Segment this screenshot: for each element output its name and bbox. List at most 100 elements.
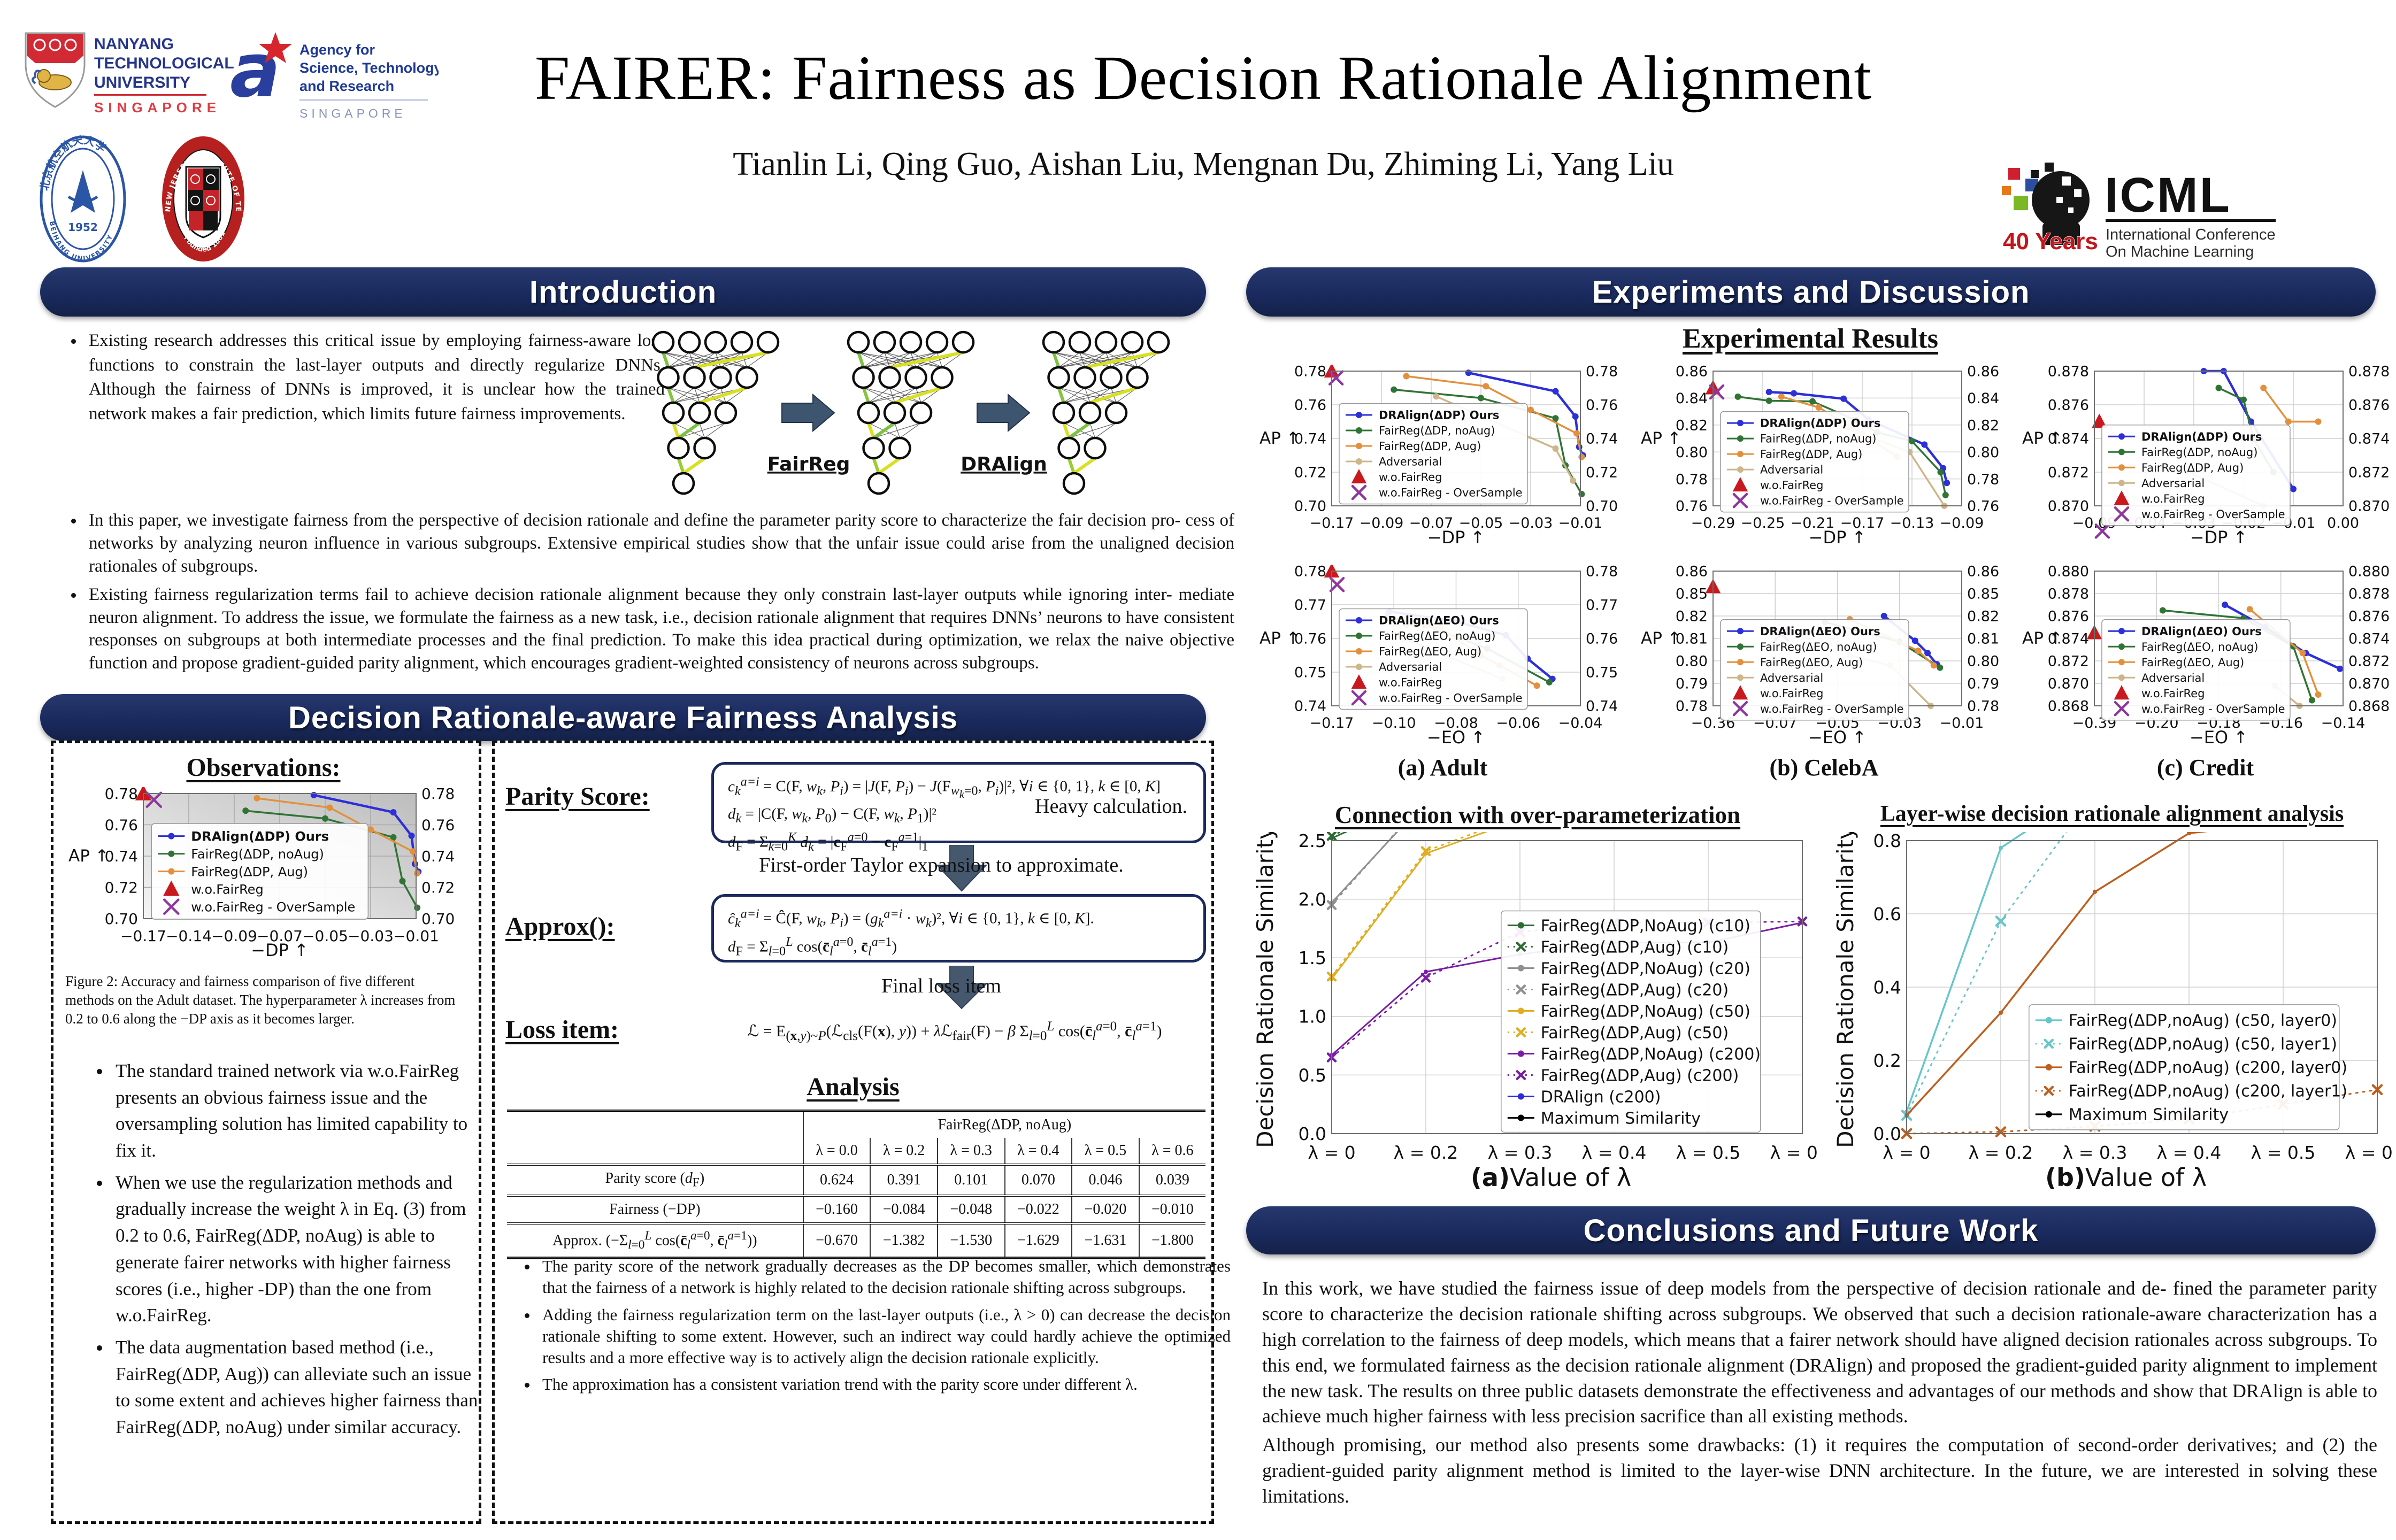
svg-text:0.6: 0.6 [1873,904,1901,925]
layerwise-title: Layer-wise decision rationale alignment … [1880,802,2344,826]
svg-text:0.81: 0.81 [1967,631,1999,648]
svg-text:w.o.FairReg - OverSample: w.o.FairReg - OverSample [191,899,355,914]
svg-text:DRAlign(ΔDP) Ours: DRAlign(ΔDP) Ours [1379,409,1499,422]
svg-text:−0.17: −0.17 [120,927,166,945]
svg-text:(a)Value of λ: (a)Value of λ [1471,1163,1631,1192]
svg-text:0.872: 0.872 [2048,465,2089,481]
svg-text:FairReg(ΔDP,NoAug) (c10): FairReg(ΔDP,NoAug) (c10) [1541,917,1750,935]
svg-text:0.76: 0.76 [105,817,138,834]
svg-text:AP ↑: AP ↑ [1260,629,1300,648]
svg-text:FairReg(ΔDP,noAug) (c50, layer: FairReg(ΔDP,noAug) (c50, layer1) [2069,1035,2337,1054]
down-arrow-icon [935,966,988,1010]
svg-text:λ = 0.3: λ = 0.3 [1488,1142,1553,1163]
ntu-name-2: TECHNOLOGICAL [94,55,234,72]
svg-text:FairReg(ΔDP, Aug): FairReg(ΔDP, Aug) [1379,440,1481,453]
beihang-logo: 北京航空航天大学 1952 BEIHANG UNIVERSITY [37,133,126,263]
svg-text:−DP ↑: −DP ↑ [1809,527,1867,548]
svg-text:0.868: 0.868 [2048,698,2089,715]
approx-formulas: ĉka=i = Ĉ(F, wk, Pi) = (gka=i · wk)², ∀i… [728,904,1189,960]
svg-text:Adversarial: Adversarial [2141,477,2205,490]
svg-text:FairReg(ΔDP, noAug): FairReg(ΔDP, noAug) [1379,425,1495,437]
svg-text:0.72: 0.72 [421,879,455,897]
svg-text:λ = 0.5: λ = 0.5 [1676,1142,1741,1163]
svg-text:0.872: 0.872 [2348,653,2390,670]
svg-text:−0.10: −0.10 [1372,715,1416,732]
svg-text:0.870: 0.870 [2348,498,2390,515]
svg-text:0.78: 0.78 [421,787,455,803]
taylor-note: First-order Taylor expansion to approxim… [759,854,1124,876]
svg-text:FairReg(ΔEO, Aug): FairReg(ΔEO, Aug) [1379,645,1481,658]
svg-text:0.72: 0.72 [1586,465,1618,481]
svg-text:0.80: 0.80 [1676,653,1708,670]
svg-text:AP ↑: AP ↑ [1641,629,1681,648]
chart-credit-dp: −0.09−0.04−0.03−0.02−0.010.000.8700.8700… [2017,364,2394,553]
svg-text:AP ↑: AP ↑ [68,846,109,866]
svg-text:0.86: 0.86 [1676,565,1708,580]
svg-text:AP ↑: AP ↑ [2022,429,2063,448]
svg-text:FairReg(ΔDP,NoAug) (c50): FairReg(ΔDP,NoAug) (c50) [1541,1002,1750,1021]
chart-celeba-eo: −0.36 −0.07 −0.05 −0.03 −0.01 0.78 0.78 0.79 0.7… [1635,564,2013,753]
svg-text:0.8: 0.8 [1873,832,1901,851]
svg-text:0.84: 0.84 [1676,390,1708,407]
icml-logo: 40 Years ICML International Conference O… [2002,163,2276,260]
overparam-title: Connection with over-parameterization [1334,802,1741,828]
ntu-country: SINGAPORE [94,99,221,116]
svg-text:0.0: 0.0 [1299,1123,1326,1144]
analysis-table: FairReg(ΔDP, noAug) λ = 0.0 λ = 0.2 λ = 0.3… [507,1110,1205,1259]
svg-text:w.o.FairReg - OverSample: w.o.FairReg - OverSample [1760,495,1904,507]
svg-text:−0.06: −0.06 [1496,715,1540,732]
section-bar-conclusions: Conclusions and Future Work [1246,1206,2376,1254]
svg-text:0.77: 0.77 [1294,597,1326,614]
svg-text:FairReg(ΔEO, Aug): FairReg(ΔEO, Aug) [2141,656,2244,669]
astar-logo: a Agency for Science, Technology and Res… [230,27,439,120]
chart-adult-dp: −0.17 −0.09 −0.07 −0.05 −0.03 −0.01 0.70 0.70 0.… [1254,363,1631,553]
fairreg-label: FairReg [767,453,850,475]
svg-text:−0.25: −0.25 [1741,515,1785,532]
svg-text:−0.14: −0.14 [2321,715,2366,732]
svg-text:0.77: 0.77 [1586,597,1618,614]
icml-years: 40 Years [2003,228,2098,255]
svg-text:−0.13: −0.13 [1890,515,1934,532]
svg-text:0.74: 0.74 [105,848,138,865]
svg-text:0.872: 0.872 [2348,465,2390,481]
svg-text:0.74: 0.74 [1586,698,1618,715]
svg-text:0.82: 0.82 [1676,418,1708,434]
svg-text:λ = 0.2: λ = 0.2 [1969,1142,2033,1163]
svg-text:−EO ↑: −EO ↑ [2190,727,2248,748]
svg-text:0.78: 0.78 [1586,365,1618,380]
svg-text:FairReg(ΔEO, noAug): FairReg(ΔEO, noAug) [1760,641,1877,653]
svg-text:0.74: 0.74 [1294,431,1326,448]
svg-text:0.872: 0.872 [2048,653,2089,670]
chart-celeba-dp: −0.29 −0.25 −0.21 −0.17 −0.13 −0.09 0.76 0.76 0.… [1635,364,2013,553]
svg-text:0.80: 0.80 [1676,444,1708,461]
svg-text:0.70: 0.70 [1586,498,1618,515]
svg-text:0.76: 0.76 [1967,498,1999,515]
svg-text:w.o.FairReg: w.o.FairReg [191,882,263,897]
svg-text:0.4: 0.4 [1873,977,1901,998]
svg-text:λ = 0.4: λ = 0.4 [1582,1142,1647,1163]
svg-text:0.74: 0.74 [421,848,455,865]
svg-text:0.868: 0.868 [2348,698,2390,715]
svg-text:On Machine Learning: On Machine Learning [2106,243,2254,260]
approx-formula-box: ĉka=i = Ĉ(F, wk, Pi) = (gka=i · wk)², ∀i… [711,894,1206,962]
svg-text:Decision Rationale Similarity: Decision Rationale Similarity [1832,832,1859,1148]
page-title: FAIRER: Fairness as Decision Rationale A… [534,43,1872,113]
svg-text:FairReg(ΔDP, Aug): FairReg(ΔDP, Aug) [1760,448,1862,461]
observations-title: Observations: [186,753,341,782]
svg-text:w.o.FairReg: w.o.FairReg [1760,687,1823,700]
svg-text:0.880: 0.880 [2048,565,2089,580]
svg-text:0.86: 0.86 [1967,365,1999,380]
ntu-name-1: NANYANG [94,35,174,53]
svg-text:DRAlign(ΔDP) Ours: DRAlign(ΔDP) Ours [1760,417,1880,430]
svg-text:0.82: 0.82 [1676,609,1708,625]
svg-text:λ = 0.3: λ = 0.3 [2063,1142,2128,1163]
caption-celeba: (b) CelebA [1769,754,1879,781]
list-item: The standard trained network via w.o.Fai… [111,1058,486,1164]
parity-formula-box: cka=i = C(F, wk, Pi) = |J(F, Pi) − J(Fwk… [711,762,1206,854]
svg-text:0.76: 0.76 [1586,397,1618,414]
svg-text:(b)Value of λ: (b)Value of λ [2045,1163,2207,1192]
list-item: The approximation has a consistent varia… [538,1374,1231,1395]
svg-text:Science, Technology: Science, Technology [300,60,439,76]
svg-text:0.78: 0.78 [1586,565,1618,580]
svg-text:FairReg(ΔDP, noAug): FairReg(ΔDP, noAug) [2141,446,2258,459]
